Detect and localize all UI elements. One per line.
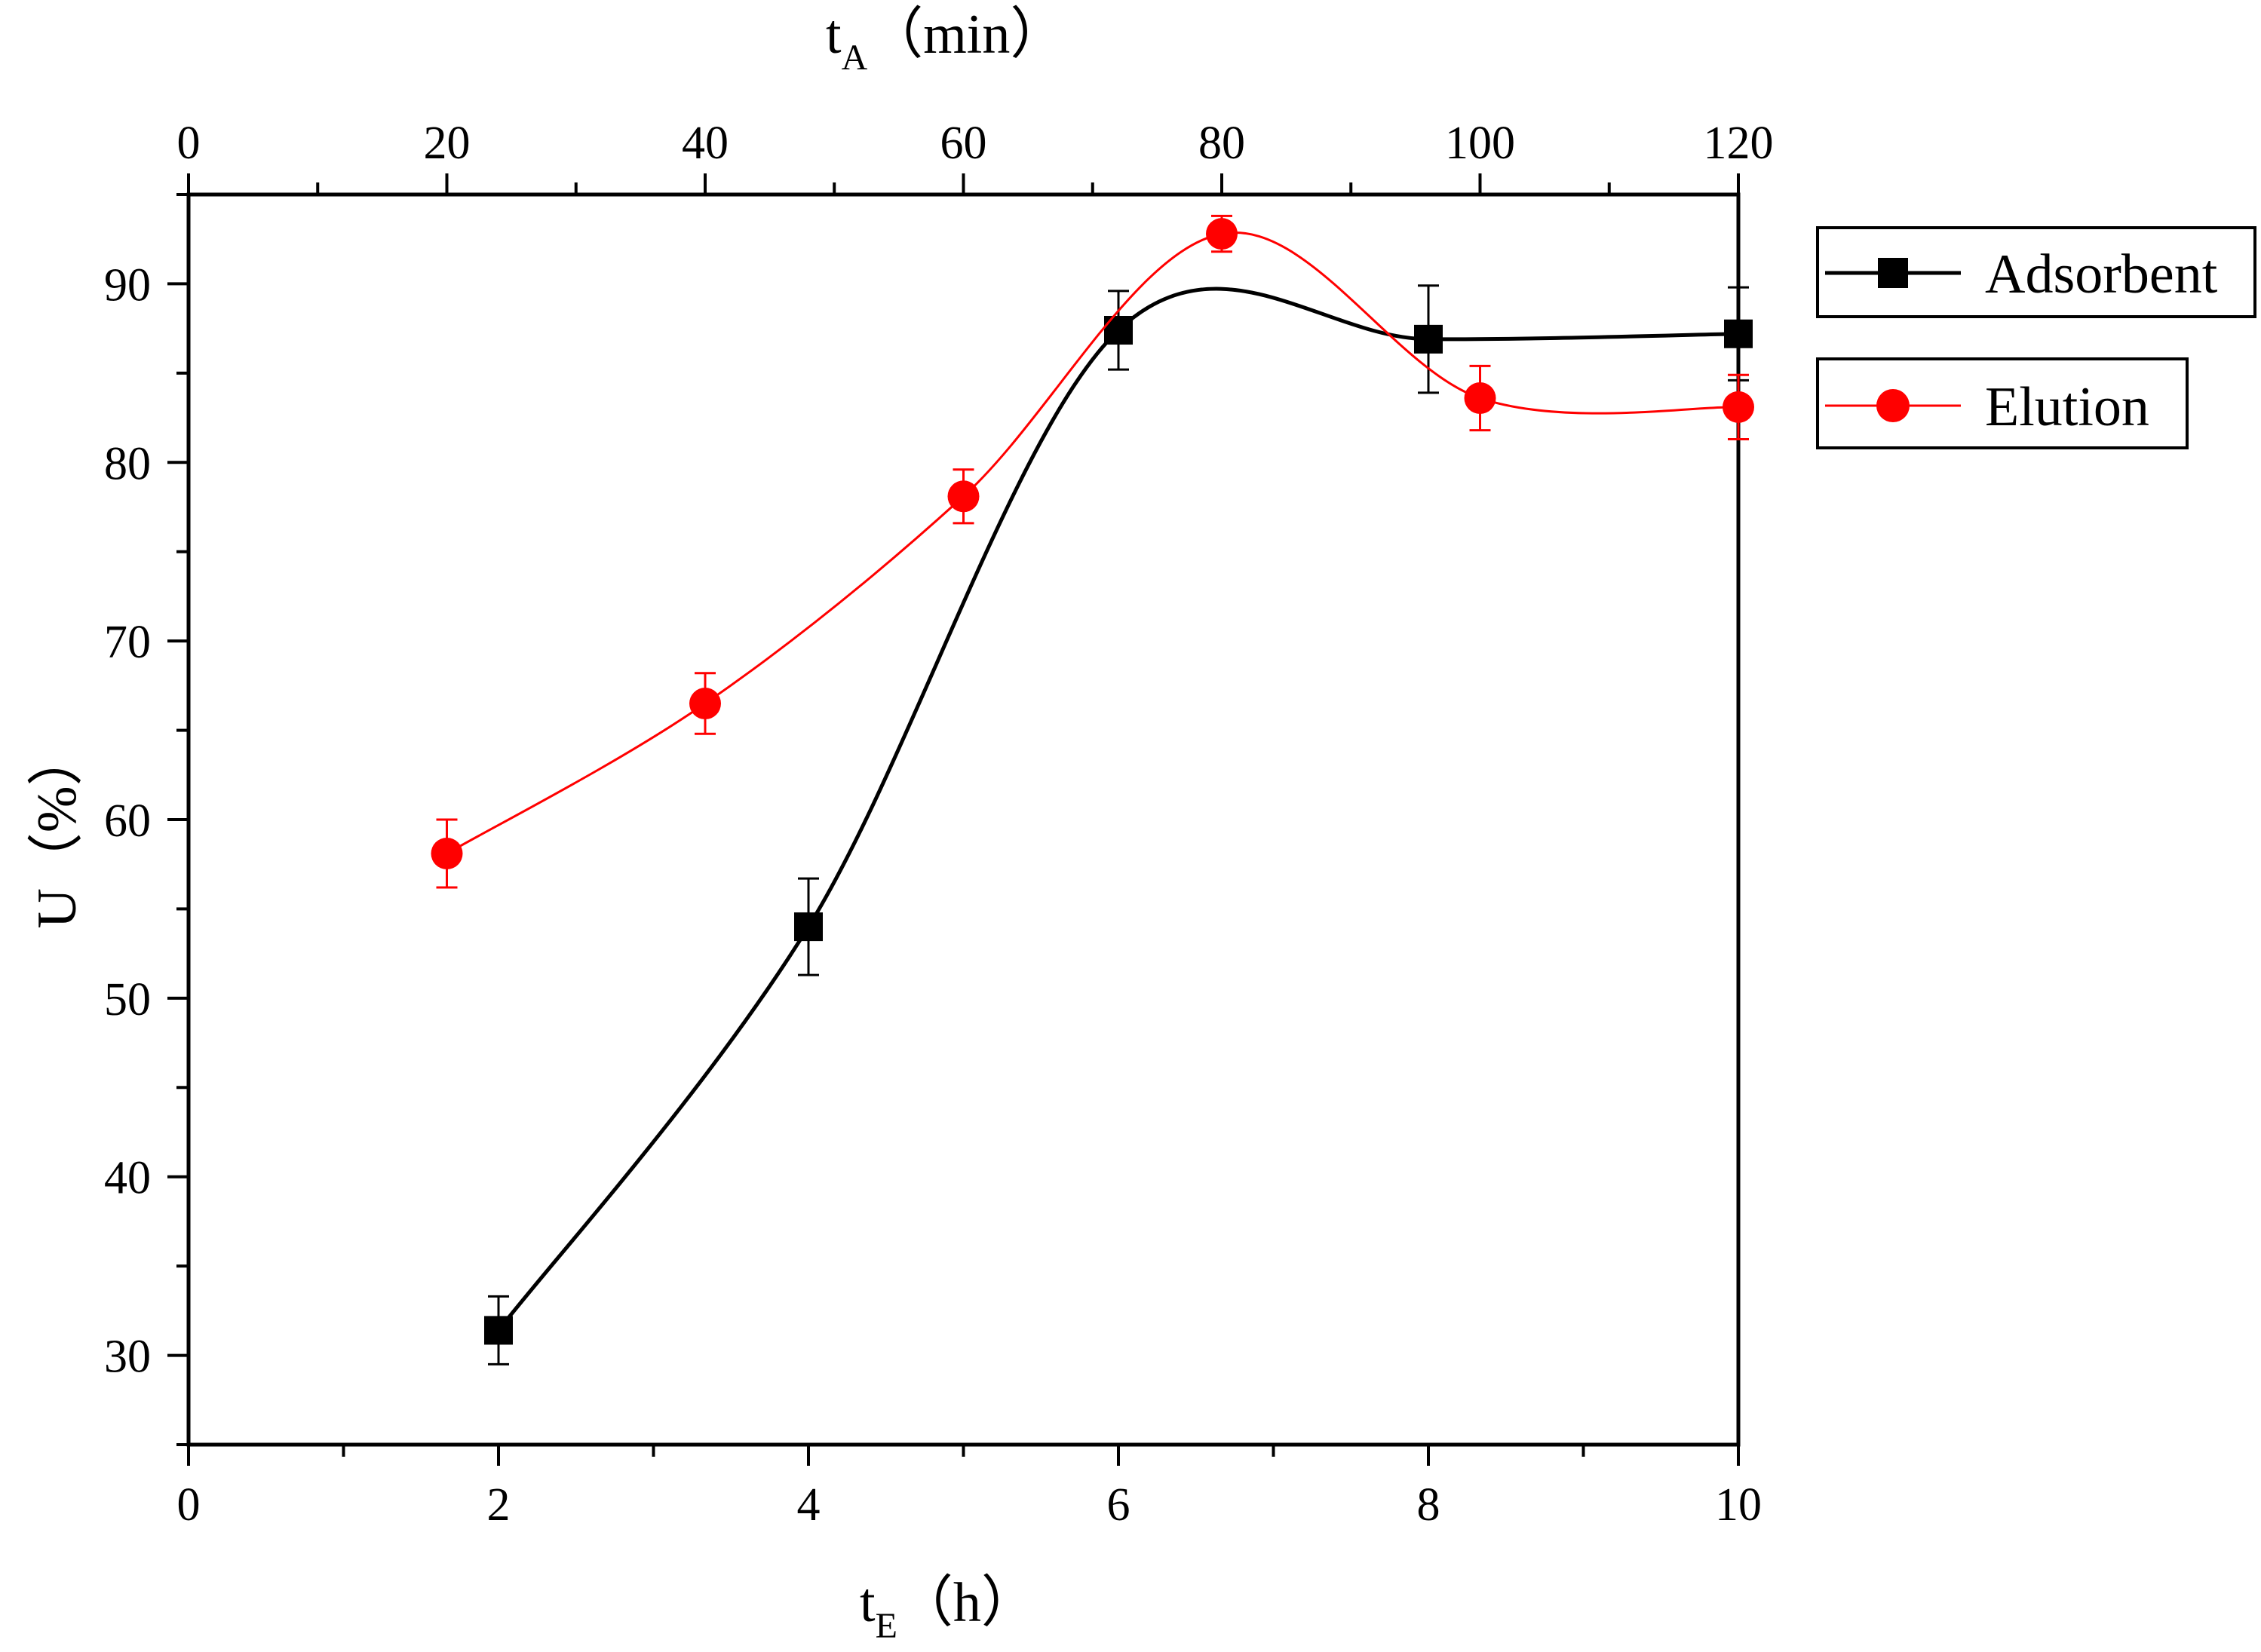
legend: Adsorbent Elution xyxy=(1816,226,2256,449)
bottom-tick-label: 10 xyxy=(1715,1479,1762,1531)
data-point xyxy=(794,912,823,942)
y-tick-label: 50 xyxy=(104,974,151,1025)
bottom-axis-title-sub: E xyxy=(876,1606,897,1646)
bottom-axis: 0 2 4 6 8 10 xyxy=(177,1445,1762,1531)
top-tick-label: 20 xyxy=(424,118,471,169)
bottom-tick-label: 6 xyxy=(1107,1479,1130,1531)
data-point xyxy=(1104,316,1133,345)
y-tick-label: 90 xyxy=(104,259,151,311)
data-point xyxy=(689,688,721,720)
top-tick-label: 60 xyxy=(940,118,987,169)
y-tick-label: 30 xyxy=(104,1332,151,1383)
top-axis-title-main: t xyxy=(826,4,842,66)
legend-entry-elution: Elution xyxy=(1816,357,2189,449)
top-tick-label: 0 xyxy=(177,118,201,169)
y-tick-label: 70 xyxy=(104,617,151,668)
legend-entry-adsorbent: Adsorbent xyxy=(1816,226,2256,318)
series-line-elution xyxy=(446,231,1739,855)
top-tick-label: 100 xyxy=(1445,118,1515,169)
data-point xyxy=(1464,382,1496,415)
y-tick-label: 60 xyxy=(104,795,151,847)
data-point xyxy=(1206,218,1238,250)
series-line-adsorbent xyxy=(497,287,1739,1332)
data-point xyxy=(1724,319,1753,348)
data-point xyxy=(1723,391,1754,423)
top-tick-label: 80 xyxy=(1198,118,1245,169)
y-axis: 30 40 50 60 70 80 90 xyxy=(104,193,189,1446)
legend-label-elution: Elution xyxy=(1985,376,2149,438)
bottom-axis-title: tE（h） xyxy=(860,1572,1037,1646)
plot-border xyxy=(186,192,1741,1447)
data-point xyxy=(484,1316,513,1345)
top-tick-label: 120 xyxy=(1704,118,1774,169)
y-axis-title: U（%） xyxy=(26,730,88,928)
bottom-axis-title-unit: （h） xyxy=(897,1572,1037,1634)
plot-frame xyxy=(186,192,1741,1447)
top-axis-title-sub: A xyxy=(842,38,868,78)
legend-marker-elution xyxy=(1876,389,1910,422)
top-axis-title-unit: （min） xyxy=(867,4,1066,66)
series-layer xyxy=(431,214,1754,1365)
bottom-tick-label: 4 xyxy=(797,1479,821,1531)
legend-marker-adsorbent xyxy=(1878,258,1908,288)
y-tick-label: 80 xyxy=(104,438,151,489)
data-point xyxy=(1414,324,1443,354)
legend-label-adsorbent: Adsorbent xyxy=(1985,244,2218,305)
data-point xyxy=(431,838,463,870)
bottom-tick-label: 0 xyxy=(177,1479,201,1531)
top-tick-label: 40 xyxy=(682,118,729,169)
series-adsorbent xyxy=(484,284,1753,1365)
bottom-tick-label: 2 xyxy=(487,1479,511,1531)
data-point xyxy=(947,480,980,513)
bottom-tick-label: 8 xyxy=(1417,1479,1440,1531)
series-elution xyxy=(431,214,1754,889)
top-axis: 0 20 40 60 80 100 120 xyxy=(177,118,1774,195)
top-axis-title: tA（min） xyxy=(826,4,1066,78)
bottom-axis-title-main: t xyxy=(860,1572,876,1634)
y-tick-label: 40 xyxy=(104,1153,151,1204)
